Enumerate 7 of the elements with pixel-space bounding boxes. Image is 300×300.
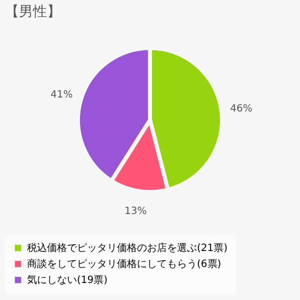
legend-label: 商談をしてピッタリ価格にしてもらう(6票) — [27, 258, 222, 270]
chart-title: 【男性】 — [5, 4, 61, 20]
data-label: 46% — [230, 103, 252, 114]
data-label: 41% — [50, 89, 73, 100]
legend-label: 気にしない(19票) — [27, 275, 108, 286]
legend-label: 税込価格でピッタリ価格のお店を選ぶ(21票) — [27, 242, 228, 254]
data-label: 13% — [124, 206, 147, 217]
